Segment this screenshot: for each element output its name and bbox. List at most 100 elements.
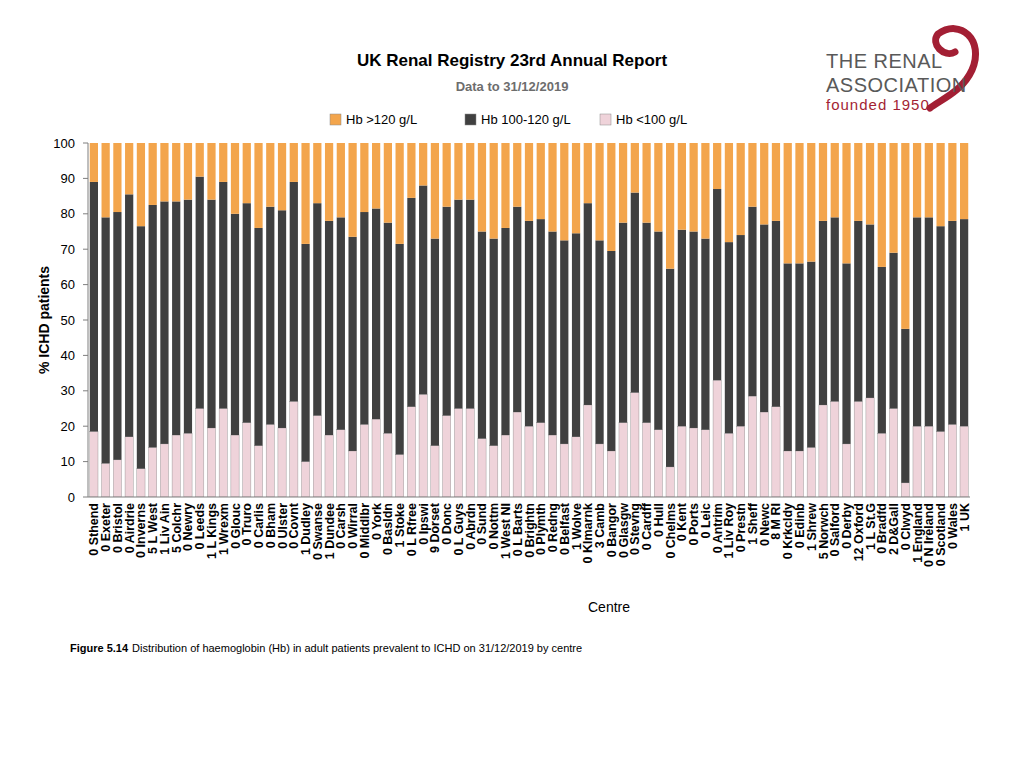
chart: UK Renal Registry 23rd Annual ReportData… bbox=[0, 0, 1024, 768]
bar-segment bbox=[160, 444, 168, 497]
bar-segment bbox=[372, 143, 380, 208]
bar-segment bbox=[525, 426, 533, 497]
bar-segment bbox=[619, 143, 627, 223]
bar-segment bbox=[454, 409, 462, 498]
y-tick-label: 0 bbox=[68, 490, 75, 505]
bar-segment bbox=[701, 143, 709, 239]
legend-swatch bbox=[465, 114, 476, 125]
bar-segment bbox=[878, 267, 886, 433]
bar-segment bbox=[125, 194, 133, 436]
bar-segment bbox=[819, 221, 827, 405]
bar-segment bbox=[772, 221, 780, 407]
bar-segment bbox=[443, 143, 451, 207]
y-tick bbox=[83, 178, 88, 179]
y-tick bbox=[83, 284, 88, 285]
bar-segment bbox=[807, 143, 815, 262]
bar-segment bbox=[313, 203, 321, 415]
bar-segment bbox=[219, 409, 227, 498]
bar-segment bbox=[137, 469, 145, 497]
bar-segment bbox=[325, 143, 333, 221]
bar-segment bbox=[713, 143, 721, 189]
bar-segment bbox=[842, 263, 850, 444]
bar-segment bbox=[642, 423, 650, 497]
bar-segment bbox=[819, 143, 827, 221]
bar-segment bbox=[266, 424, 274, 497]
bar-segment bbox=[631, 393, 639, 497]
legend-swatch bbox=[330, 114, 341, 125]
bar-segment bbox=[737, 426, 745, 497]
bar-segment bbox=[113, 460, 121, 497]
bar-segment bbox=[337, 143, 345, 217]
bar-segment bbox=[278, 143, 286, 210]
bar-segment bbox=[172, 435, 180, 497]
bar-segment bbox=[725, 143, 733, 242]
bar-segment bbox=[231, 143, 239, 214]
bar-segment bbox=[654, 143, 662, 232]
bar-segment bbox=[548, 232, 556, 436]
bar-segment bbox=[184, 143, 192, 200]
bar-segment bbox=[913, 426, 921, 497]
caption-text: Distribution of haemoglobin (Hb) in adul… bbox=[132, 642, 582, 654]
y-tick-label: 20 bbox=[61, 419, 75, 434]
bar-segment bbox=[936, 226, 944, 431]
bar-segment bbox=[231, 214, 239, 435]
bar-segment bbox=[196, 177, 204, 409]
bar-segment bbox=[678, 230, 686, 426]
bars bbox=[90, 143, 968, 497]
bar-segment bbox=[560, 240, 568, 444]
bar-segment bbox=[254, 228, 262, 446]
bar-segment bbox=[784, 143, 792, 263]
bar-segment bbox=[243, 143, 251, 203]
bar-segment bbox=[290, 182, 298, 401]
bar-segment bbox=[372, 419, 380, 497]
bar-segment bbox=[537, 219, 545, 423]
bar-segment bbox=[396, 143, 404, 244]
bar-segment bbox=[90, 182, 98, 432]
bar-segment bbox=[572, 143, 580, 233]
bar-segment bbox=[431, 143, 439, 239]
bar-segment bbox=[725, 242, 733, 433]
bar-segment bbox=[384, 433, 392, 497]
bar-segment bbox=[219, 143, 227, 182]
bar-segment bbox=[172, 201, 180, 435]
bar-segment bbox=[454, 200, 462, 409]
bar-segment bbox=[431, 446, 439, 497]
y-tick bbox=[83, 249, 88, 250]
bar-segment bbox=[443, 207, 451, 416]
y-tick bbox=[83, 461, 88, 462]
bar-segment bbox=[725, 433, 733, 497]
bar-segment bbox=[666, 143, 674, 269]
bar-segment bbox=[160, 143, 168, 201]
bar-segment bbox=[866, 398, 874, 497]
bar-segment bbox=[713, 380, 721, 497]
bar-segment bbox=[795, 143, 803, 263]
bar-segment bbox=[607, 251, 615, 451]
bar-segment bbox=[936, 143, 944, 226]
bar-segment bbox=[431, 239, 439, 446]
bar-segment bbox=[454, 143, 462, 200]
y-tick bbox=[83, 143, 88, 144]
bar-segment bbox=[819, 405, 827, 497]
bar-segment bbox=[243, 423, 251, 497]
bar-segment bbox=[419, 185, 427, 394]
y-tick-label: 10 bbox=[61, 454, 75, 469]
bar-segment bbox=[913, 217, 921, 426]
bar-segment bbox=[690, 232, 698, 428]
x-axis bbox=[88, 497, 970, 498]
bar-segment bbox=[102, 143, 110, 217]
x-tick-label: 1 UK bbox=[958, 503, 972, 531]
bar-segment bbox=[348, 451, 356, 497]
bar-segment bbox=[490, 446, 498, 497]
bar-segment bbox=[372, 208, 380, 419]
bar-segment bbox=[548, 143, 556, 232]
logo-text: THE RENAL bbox=[826, 50, 943, 72]
bar-segment bbox=[584, 203, 592, 405]
y-tick bbox=[83, 355, 88, 356]
bar-segment bbox=[396, 244, 404, 455]
bar-segment bbox=[172, 143, 180, 201]
bar-segment bbox=[654, 232, 662, 430]
bar-segment bbox=[960, 219, 968, 426]
bar-segment bbox=[795, 263, 803, 451]
bar-segment bbox=[889, 253, 897, 409]
bar-segment bbox=[184, 433, 192, 497]
